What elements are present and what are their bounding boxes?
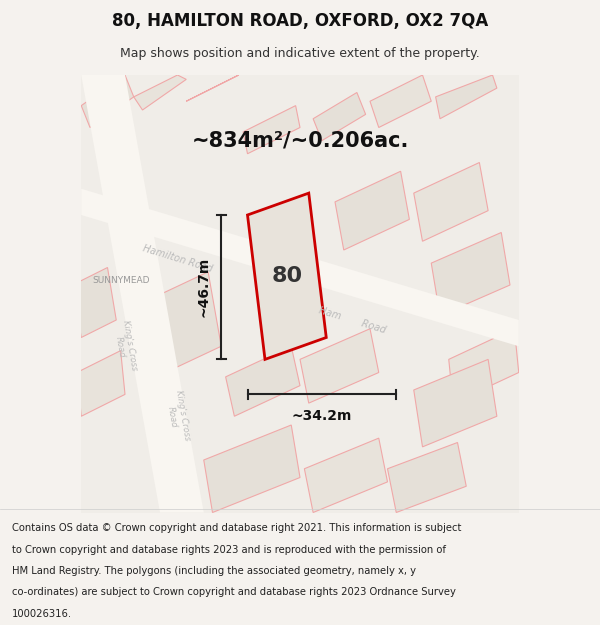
Text: HM Land Registry. The polygons (including the associated geometry, namely x, y: HM Land Registry. The polygons (includin…	[12, 566, 416, 576]
Text: to Crown copyright and database rights 2023 and is reproduced with the permissio: to Crown copyright and database rights 2…	[12, 544, 446, 554]
Text: King's Cross
Road: King's Cross Road	[164, 389, 191, 443]
Text: Map shows position and indicative extent of the property.: Map shows position and indicative extent…	[120, 48, 480, 61]
Polygon shape	[300, 329, 379, 403]
Polygon shape	[370, 75, 431, 128]
Text: 80, HAMILTON ROAD, OXFORD, OX2 7QA: 80, HAMILTON ROAD, OXFORD, OX2 7QA	[112, 12, 488, 30]
Polygon shape	[81, 189, 519, 346]
Text: Ham       Road: Ham Road	[317, 305, 388, 335]
Text: SUNNYMEAD: SUNNYMEAD	[92, 276, 149, 285]
Polygon shape	[243, 106, 300, 154]
Polygon shape	[134, 272, 221, 381]
Polygon shape	[204, 425, 300, 512]
Text: 80: 80	[271, 266, 302, 286]
Polygon shape	[431, 232, 510, 316]
Polygon shape	[304, 438, 388, 512]
Polygon shape	[335, 171, 409, 250]
Polygon shape	[77, 351, 125, 416]
Polygon shape	[248, 193, 326, 359]
Polygon shape	[226, 346, 300, 416]
Text: Contains OS data © Crown copyright and database right 2021. This information is : Contains OS data © Crown copyright and d…	[12, 523, 461, 533]
Text: ~34.2m: ~34.2m	[292, 409, 352, 423]
Polygon shape	[134, 75, 186, 110]
Polygon shape	[81, 75, 204, 512]
Polygon shape	[313, 92, 365, 141]
Text: 100026316.: 100026316.	[12, 609, 72, 619]
Text: Hamilton Road: Hamilton Road	[142, 243, 214, 274]
Polygon shape	[81, 75, 134, 128]
Text: co-ordinates) are subject to Crown copyright and database rights 2023 Ordnance S: co-ordinates) are subject to Crown copyr…	[12, 588, 456, 598]
Text: ~46.7m: ~46.7m	[197, 257, 211, 318]
Polygon shape	[449, 329, 519, 403]
Polygon shape	[388, 442, 466, 512]
Text: King's Cross
Road: King's Cross Road	[111, 319, 139, 373]
Polygon shape	[436, 75, 497, 119]
Text: ~834m²/~0.206ac.: ~834m²/~0.206ac.	[191, 131, 409, 151]
Polygon shape	[73, 268, 116, 338]
Polygon shape	[414, 359, 497, 447]
Polygon shape	[414, 162, 488, 241]
Polygon shape	[186, 75, 239, 101]
